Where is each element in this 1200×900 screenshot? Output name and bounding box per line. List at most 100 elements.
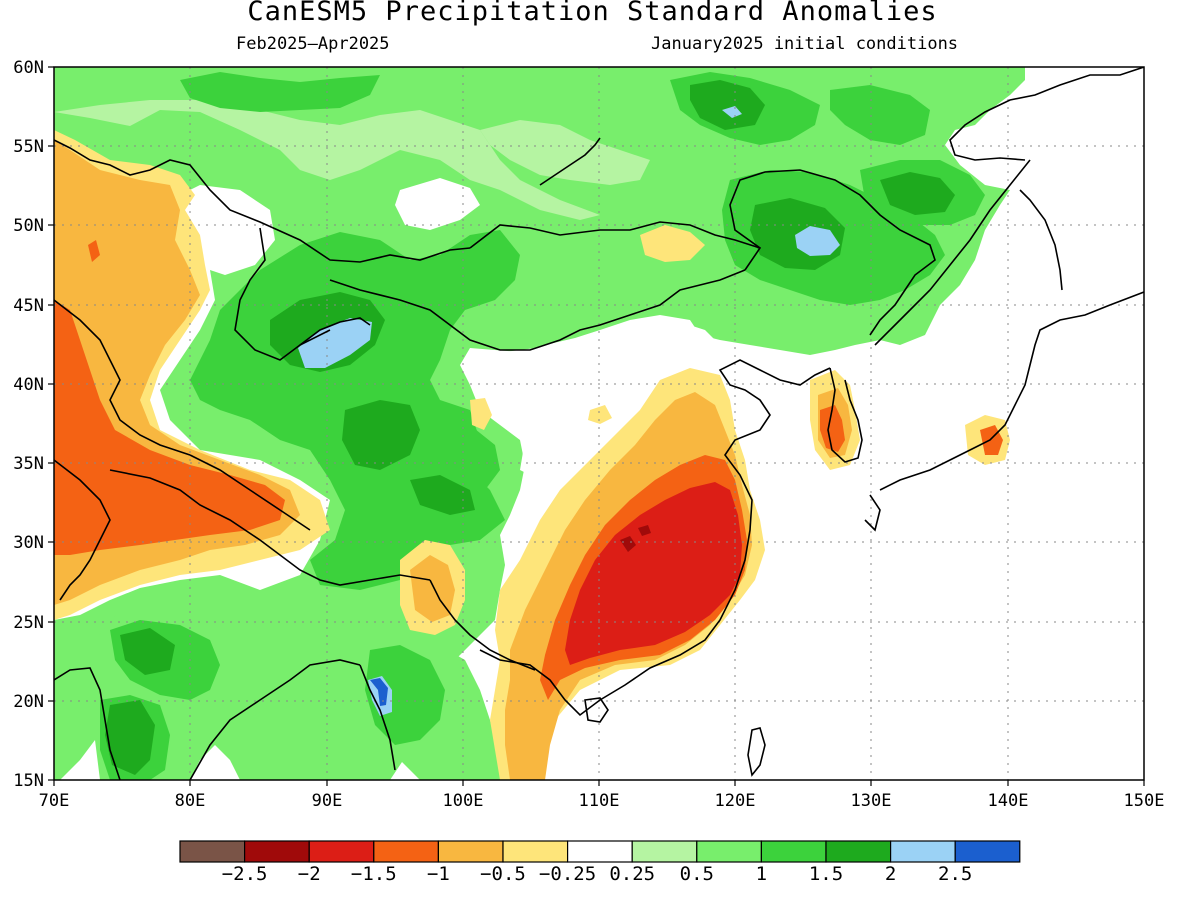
y-tick-label: 55N [13,137,44,157]
anomaly-region-heilong [795,226,840,256]
y-tick-label: 45N [13,296,44,316]
anomaly-region-gobi-neutral [475,322,720,480]
anomaly-region-himalaya-dark-orange [54,300,285,555]
x-tick-label: 100E [443,791,484,811]
colorbar-labels: −2.5 −2 −1.5 −1 −0.5 −0.25 0.25 0.5 1 1.5 2 2.5 [222,863,973,885]
anomaly-region-mongolia-neutral [395,178,480,230]
y-tick-label: 35N [13,454,44,474]
colorbar-label: 1 [756,863,767,885]
colorbar-label: −1 [427,863,450,885]
colorbar-label: 2 [885,863,896,885]
anomaly-region-lena [830,85,930,145]
colorbar [179,840,1021,863]
border-himalaya [109,469,431,586]
y-tick-label: 15N [13,771,44,791]
colorbar-label: 0.25 [609,863,655,885]
border-tibet-nepal [189,454,311,531]
anomaly-region-ordos-dry [588,405,612,424]
border-mongolia-china [329,269,746,351]
y-tick-label: 25N [13,613,44,633]
anomaly-region-west-siberia [180,72,380,112]
x-axis-labels: 70E 80E 90E 100E 110E 120E 130E 140E 150… [39,791,1165,811]
coast-taiwan [747,727,766,777]
coast-russia-far-east [874,159,1031,346]
colorbar-swatch [502,840,569,863]
x-tick-label: 150E [1124,791,1165,811]
x-tick-label: 80E [175,791,206,811]
x-tick-label: 130E [851,791,892,811]
anomaly-region-jiangxi-dark-red [638,525,651,536]
colorbar-swatch [696,840,762,863]
border-russia-mongolia [469,221,761,249]
y-axis-labels: 15N 20N 25N 30N 35N 40N 45N 50N 55N 60N [13,58,44,791]
anomaly-region-kashgar-dry [470,398,492,430]
colorbar-swatch [760,840,827,863]
anomaly-region-qinghai [342,400,420,470]
border-central-asia [54,299,191,456]
colorbar-swatch [437,840,504,863]
border-kazakhstan-china [234,227,331,361]
colorbar-swatch [566,840,633,863]
colorbar-label: −2 [298,863,321,885]
anomaly-region-china-red [565,482,742,665]
x-tick-label: 110E [579,791,620,811]
anomaly-region-myanmar-mid [365,645,445,745]
anomaly-region-hunan-dark-red [620,536,636,552]
border-russia-kazakhstan [54,139,471,263]
anomaly-region-korea-dark-orange [820,405,845,452]
anomaly-region-deccan [120,628,175,675]
colorbar-swatch [244,840,310,863]
y-tick-label: 40N [13,375,44,395]
lake-balkhash [299,317,371,346]
x-tick-label: 140E [988,791,1029,811]
anomaly-region-bengal-blue [370,678,388,706]
chart-title: CanESM5 Precipitation Standard Anomalies [247,0,938,27]
coast-hainan [584,697,609,723]
anomaly-region-light-margin [54,100,600,220]
y-tick-label: 20N [13,692,44,712]
border-china-russia-northeast [729,169,936,336]
coast-okhotsk [949,67,1144,161]
anomaly-region-kerala [105,700,155,775]
anomaly-region-sichuan [410,475,475,515]
coast-west-india [54,667,121,780]
colorbar-swatch [373,840,439,863]
colorbar-label: −0.5 [480,863,526,885]
y-tick-label: 60N [13,58,44,78]
colorbar-label: 1.5 [809,863,843,885]
colorbar-swatch [954,840,1021,863]
anomaly-region-baikal-light [480,120,650,185]
border-southeast-asia [429,579,536,671]
colorbar-label: −1.5 [351,863,397,885]
colorbar-swatch [889,840,956,863]
x-tick-label: 70E [39,791,70,811]
colorbar-swatch [631,840,698,863]
colorbar-label: −2.5 [222,863,268,885]
colorbar-label: 2.5 [938,863,972,885]
coast-east-india [189,659,361,780]
lake-baikal [539,137,601,186]
coast-korea [827,367,863,463]
anomaly-region-balkhash [298,318,372,368]
coast-myanmar [359,664,396,771]
y-tick-label: 30N [13,533,44,553]
y-tick-label: 50N [13,216,44,236]
axis-ticks [48,66,1145,786]
anomaly-region-aldan [690,80,765,130]
initial-conditions: January2025 initial conditions [651,34,959,54]
anomaly-region-vitim [722,106,742,118]
coast-sakhalin [1019,189,1063,291]
anomaly-region-kyrgyz-dark-orange [88,240,100,262]
coast-japan [879,291,1144,491]
coastlines-and-borders [54,67,1144,780]
coast-kyushu [864,494,881,532]
colorbar-swatch [825,840,892,863]
colorbar-label: −0.25 [539,863,596,885]
colorbar-label: 0.5 [680,863,714,885]
colorbar-swatch [179,840,246,863]
colorbar-swatch [308,840,375,863]
coast-indochina [479,359,831,717]
anomaly-region-plateau-east [432,425,500,495]
anomaly-region-north-china-dry [640,225,705,262]
